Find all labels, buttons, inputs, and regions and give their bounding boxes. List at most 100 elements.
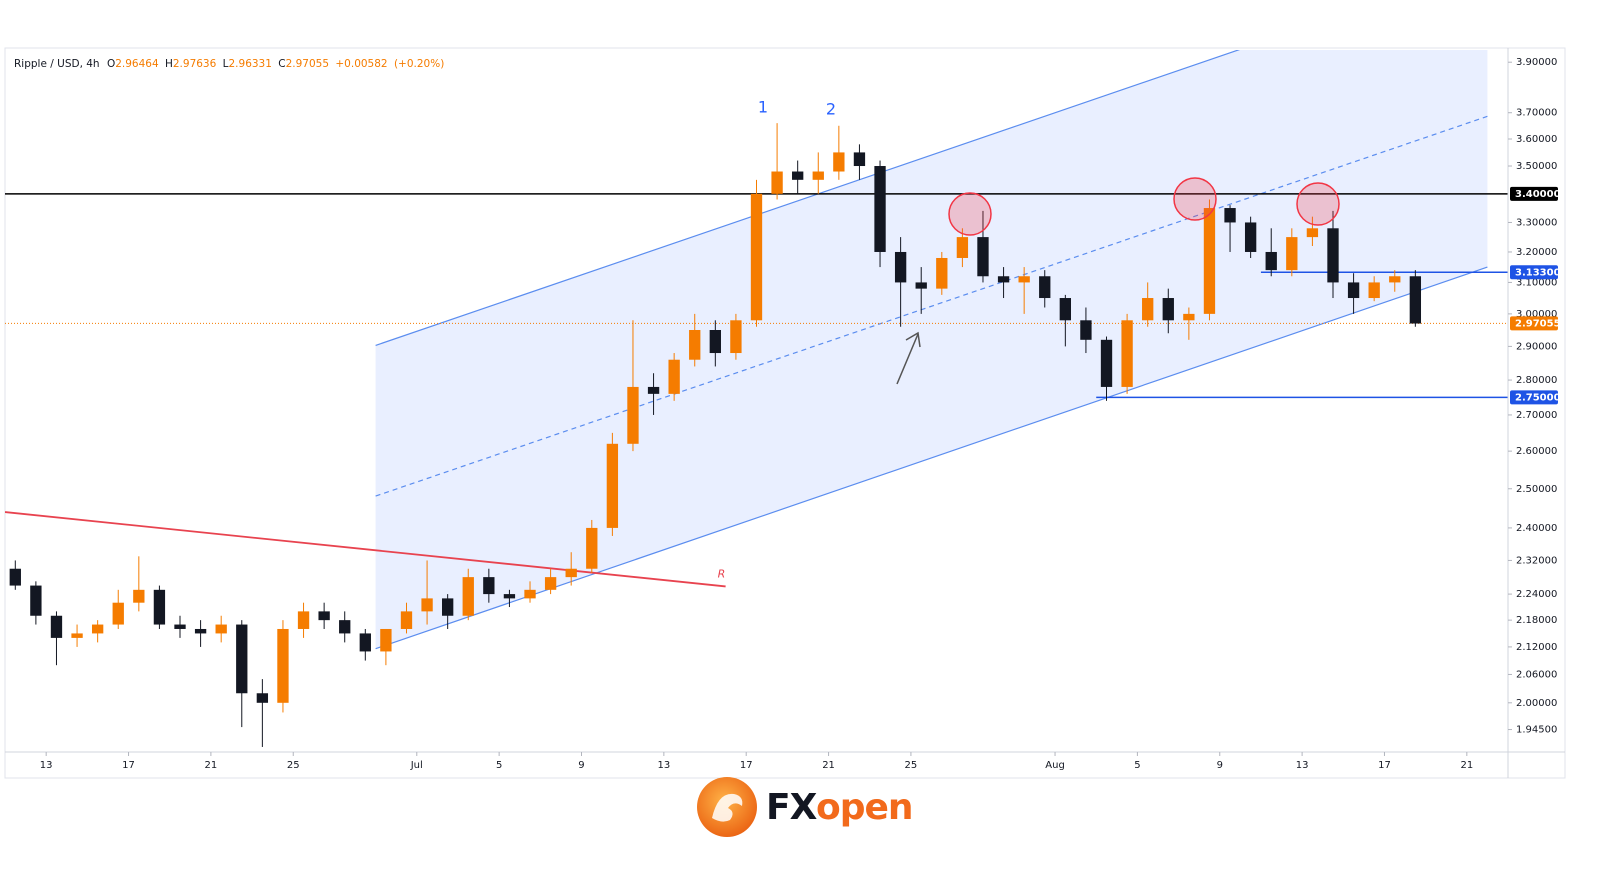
y-tick-label: 2.18000 (1516, 615, 1557, 626)
candle-body (792, 171, 804, 180)
logo-fx: FX (766, 787, 818, 828)
candle-body (50, 615, 63, 638)
candle-body (1244, 222, 1257, 252)
legend-change-pct: (+0.20%) (394, 58, 444, 70)
candle-body (30, 585, 42, 616)
candle-body (297, 611, 310, 629)
candle-body (503, 594, 516, 599)
y-tick-label: 3.70000 (1516, 108, 1557, 119)
y-tick-label: 2.40000 (1516, 523, 1557, 534)
x-tick-label: 25 (905, 760, 918, 771)
candle-body (586, 527, 598, 569)
x-tick-label: 9 (1217, 760, 1223, 771)
candle-body (915, 282, 927, 289)
candle-body (1368, 282, 1380, 299)
x-tick-label: 21 (1460, 760, 1473, 771)
x-tick-label: 9 (578, 760, 584, 771)
level-label: 2.75000 (1515, 392, 1561, 403)
candle-body (1080, 320, 1092, 340)
candle-body (174, 624, 186, 629)
resistance-line (5, 511, 726, 588)
highlight-circle (1173, 177, 1217, 221)
candle-body (256, 693, 269, 703)
legend-change: +0.00582 (335, 58, 387, 70)
candle-body (771, 171, 783, 194)
candle-body (339, 620, 351, 634)
y-tick-label: 2.80000 (1516, 375, 1557, 386)
candle-body (359, 633, 371, 652)
candle-body (1389, 276, 1401, 283)
x-tick-label: 5 (1134, 760, 1140, 771)
y-tick-label: 3.10000 (1516, 277, 1557, 288)
candle-body (1100, 339, 1113, 387)
candle-body (277, 628, 289, 703)
symbol: Ripple / USD, 4h (14, 58, 100, 70)
candle-body (1142, 298, 1154, 321)
x-tick-label: Aug (1045, 760, 1065, 771)
y-tick-label: 3.90000 (1516, 57, 1557, 68)
candle-body (997, 276, 1010, 283)
y-tick-label: 2.24000 (1516, 589, 1557, 600)
candle-body (1018, 276, 1030, 283)
candle-body (1059, 298, 1071, 321)
legend-key: L (223, 58, 229, 70)
candle-body (1306, 228, 1319, 238)
arrow (896, 331, 921, 385)
x-tick-label: 21 (205, 760, 218, 771)
candle-body (1265, 251, 1277, 271)
candle-body (91, 624, 104, 634)
candle-body (750, 193, 763, 321)
y-tick-label: 2.60000 (1516, 446, 1557, 457)
level-label-box (1510, 265, 1558, 280)
x-tick-label: 25 (287, 760, 300, 771)
chart-frame (4, 47, 1566, 779)
highlight-circle (948, 192, 992, 236)
x-tick-label: 21 (822, 760, 835, 771)
legend-value: 2.97055 (286, 58, 329, 70)
candle-body (442, 598, 454, 616)
y-tick-label: 2.90000 (1516, 341, 1557, 352)
x-tick-label: 17 (740, 760, 753, 771)
candle-body (874, 166, 886, 252)
candle-body (1286, 237, 1298, 271)
y-tick-label: 3.00000 (1516, 309, 1557, 320)
plot-area (5, 50, 1508, 747)
resistance-label: R (718, 567, 726, 580)
candle-body (1121, 320, 1133, 387)
candle-body (400, 611, 413, 629)
y-tick-label: 3.20000 (1516, 247, 1557, 258)
level-label: 2.97055 (1515, 318, 1561, 329)
axes: 3.90000 3.70000 3.60000 3.50000 3.30000 3.200… (40, 57, 1561, 771)
candle-body (647, 386, 660, 394)
highlight-circles (948, 177, 1340, 236)
legend-key: H (165, 58, 173, 70)
highlight-circle (1296, 182, 1340, 226)
candle-body (1203, 208, 1216, 314)
legend-key: O (107, 58, 115, 70)
x-tick-label: 17 (122, 760, 135, 771)
candle-body (318, 611, 330, 621)
y-tick-label: 3.30000 (1516, 217, 1557, 228)
x-tick-label: Jul (410, 760, 423, 771)
x-tick-label: 13 (1296, 760, 1309, 771)
candle-body (1224, 208, 1236, 223)
x-tick-label: 5 (496, 760, 502, 771)
channel-middle (375, 115, 1488, 497)
candle-body (627, 386, 639, 444)
legend-value: 2.97636 (173, 58, 217, 70)
candle-body (977, 237, 989, 277)
candle-body (668, 359, 680, 394)
level-label-box (1510, 390, 1558, 405)
candle-body (833, 152, 845, 172)
candle-body (236, 624, 248, 694)
candle-body (71, 633, 83, 638)
candle-body (462, 577, 474, 616)
wave-label: 2 (826, 100, 836, 119)
y-tick-label: 3.50000 (1516, 161, 1557, 172)
candle-body (709, 329, 721, 354)
candle-body (194, 628, 207, 634)
candle-body (812, 171, 824, 180)
candle-body (524, 589, 536, 599)
